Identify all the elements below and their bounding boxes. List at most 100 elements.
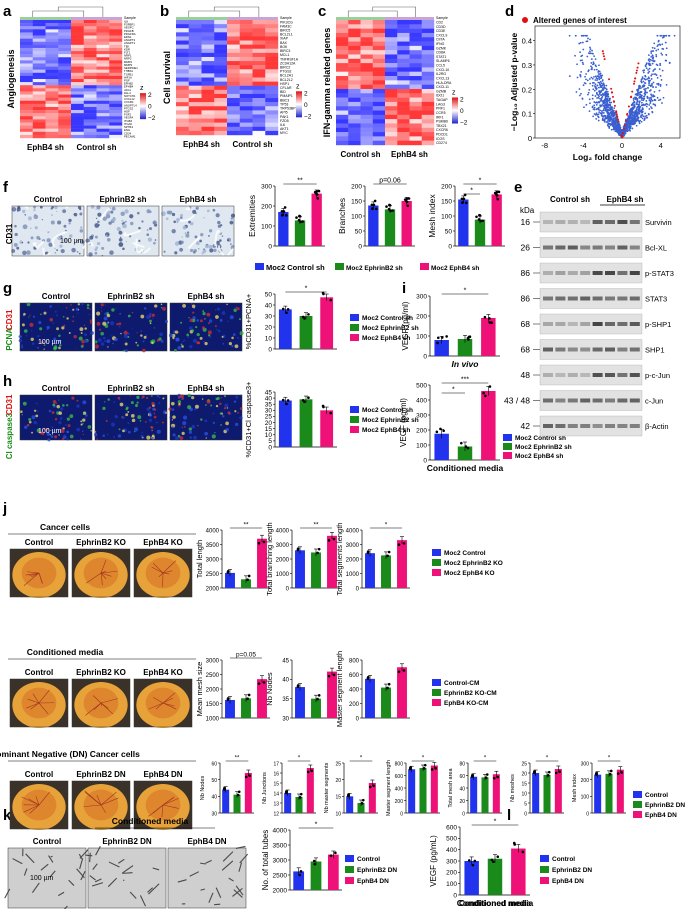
texture (123, 330, 128, 335)
volcano-point (631, 108, 634, 111)
heat-cell (109, 106, 123, 111)
data-point (423, 763, 427, 767)
tube (94, 878, 102, 883)
texture (201, 398, 204, 400)
texture (33, 205, 36, 209)
gene-label: PSMB9 (436, 120, 448, 124)
volcano-point (605, 95, 608, 97)
colorbar-title: z (140, 85, 144, 92)
data-point (422, 767, 426, 770)
texture (100, 310, 103, 312)
data-point (360, 802, 364, 805)
texture (65, 424, 67, 426)
volcano-point (608, 97, 611, 100)
texture (163, 250, 166, 253)
heat-cell (58, 119, 72, 123)
image-title: Control (25, 770, 53, 779)
texture (171, 426, 174, 429)
heat-cell (421, 132, 435, 137)
image-bg (8, 848, 86, 908)
texture (119, 312, 122, 315)
heat-cell (96, 41, 110, 46)
blot-header: Control sh (550, 195, 590, 204)
volcano-point (645, 105, 648, 108)
heat-cell (239, 24, 253, 29)
texture (27, 216, 32, 221)
heat-cell (83, 97, 97, 101)
texture (24, 214, 27, 216)
heat-cell (32, 88, 46, 92)
heat-cell (385, 32, 398, 38)
vessel (100, 572, 107, 579)
volcano-point (601, 79, 604, 82)
texture (82, 422, 84, 425)
volcano-point (579, 41, 582, 44)
blot-band (580, 424, 591, 428)
heat-cell (227, 93, 240, 99)
texture (96, 205, 101, 210)
blot-label: Survivin (645, 218, 672, 227)
heat-cell (214, 20, 228, 25)
sig-label: * (305, 286, 308, 293)
volcano-point (646, 78, 649, 80)
volcano-point (667, 34, 670, 37)
k-scale: 100 µm (30, 875, 54, 882)
tube (147, 887, 154, 893)
volcano-point (638, 91, 640, 94)
texture (187, 393, 191, 398)
volcano-point (583, 106, 585, 109)
texture (23, 402, 25, 404)
heat-cell (71, 116, 84, 120)
heat-cell (71, 63, 84, 67)
volcano-point (630, 103, 633, 106)
volcano-point (656, 83, 658, 85)
data-point (408, 767, 412, 771)
gene-label: FGFBP1 (124, 23, 135, 27)
volcano-point (634, 118, 637, 121)
texture (161, 211, 166, 217)
texture (29, 314, 31, 316)
texture (153, 408, 157, 411)
heat-cell (32, 66, 46, 70)
volcano-point (624, 122, 626, 125)
heat-cell (45, 32, 59, 36)
heat-cell (397, 67, 410, 72)
heat-cell (265, 61, 279, 66)
texture (14, 224, 17, 228)
volcano-point (604, 101, 607, 104)
heat-cell (214, 65, 228, 70)
heat-cell (83, 82, 97, 86)
texture (60, 429, 65, 434)
heat-cell (71, 85, 84, 89)
heat-cell (360, 76, 373, 81)
texture (233, 400, 237, 403)
heat-cell (265, 81, 279, 86)
bar (233, 794, 241, 813)
heat-cell (20, 47, 33, 52)
texture (125, 413, 129, 417)
vessel (93, 702, 102, 711)
volcano-point (655, 55, 658, 58)
heat-cell (45, 100, 59, 105)
heat-cell (176, 126, 189, 132)
heat-cell (71, 134, 84, 139)
volcano-point (629, 114, 632, 117)
heat-cell (409, 123, 422, 128)
sig-label: p=0.06 (379, 178, 401, 185)
texture (86, 303, 90, 307)
sig-label: * (470, 188, 473, 195)
texture (118, 325, 121, 328)
volcano-point (603, 106, 606, 109)
texture (213, 248, 217, 253)
data-point (496, 855, 500, 859)
colorbar-tick: 2 (460, 97, 464, 104)
heat-cell (214, 32, 228, 37)
heat-cell (265, 24, 279, 29)
y-axis-label: Total branching length (265, 522, 274, 595)
texture (203, 216, 205, 219)
heat-cell (58, 63, 72, 67)
heat-cell (421, 50, 435, 55)
data-point (368, 785, 372, 789)
volcano-point (600, 77, 603, 79)
